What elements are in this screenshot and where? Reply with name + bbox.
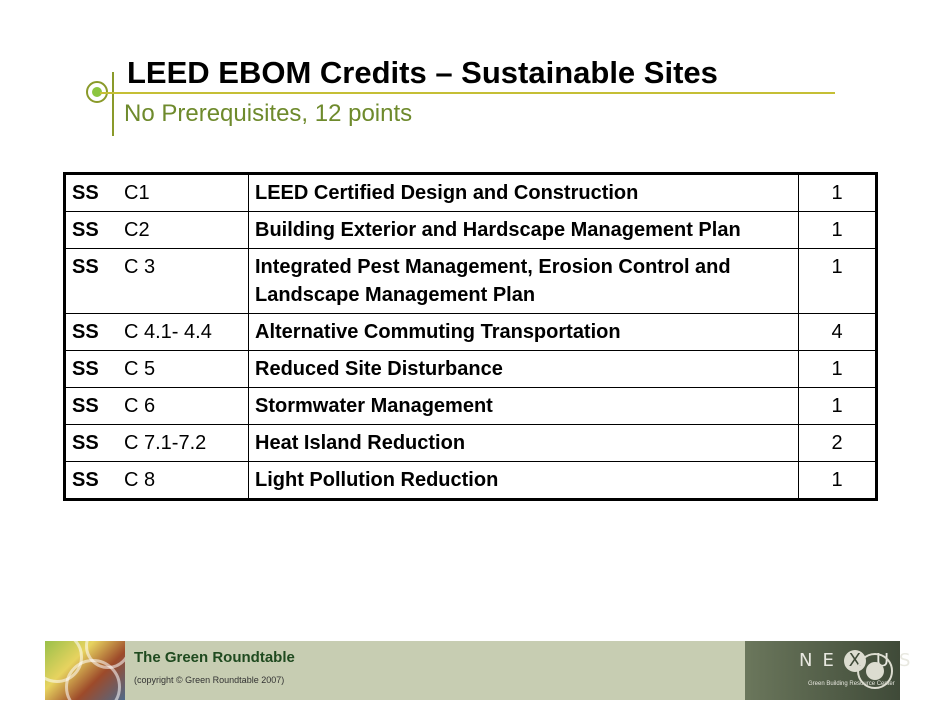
points-cell: 1 — [798, 173, 877, 212]
green-roundtable-logo-art — [45, 641, 125, 700]
usgbc-seal-icon — [857, 653, 893, 689]
table-row: SS C 5 Reduced Site Disturbance 1 — [64, 350, 877, 388]
credit-code-cell: C 3 — [118, 248, 249, 314]
slide-subtitle: No Prerequisites, 12 points — [124, 100, 413, 127]
title-rule — [100, 92, 835, 94]
points-cell: 1 — [798, 211, 877, 249]
credits-table: SS C1 LEED Certified Design and Construc… — [63, 172, 878, 501]
points-cell: 1 — [798, 461, 877, 500]
category-cell: SS — [64, 350, 118, 388]
nexus-letter: N — [799, 650, 823, 671]
ring-shape — [85, 641, 125, 669]
credit-code-cell: C 6 — [118, 387, 249, 425]
credit-code-cell: C 7.1-7.2 — [118, 424, 249, 462]
credit-code-cell: C2 — [118, 211, 249, 249]
table-row: SS C 4.1- 4.4 Alternative Commuting Tran… — [64, 313, 877, 351]
nexus-letter: S — [899, 650, 921, 671]
points-cell: 1 — [798, 387, 877, 425]
credit-name-cell: Light Pollution Reduction — [248, 461, 799, 500]
table-row: SS C 8 Light Pollution Reduction 1 — [64, 461, 877, 500]
credit-code-cell: C 8 — [118, 461, 249, 500]
slide-title: LEED EBOM Credits – Sustainable Sites — [127, 55, 718, 90]
footer-org-name: The Green Roundtable — [134, 649, 295, 666]
footer-copyright: (copyright © Green Roundtable 2007) — [134, 675, 285, 685]
points-cell: 2 — [798, 424, 877, 462]
credit-name-cell: Heat Island Reduction — [248, 424, 799, 462]
category-cell: SS — [64, 211, 118, 249]
category-cell: SS — [64, 173, 118, 212]
nexus-tagline: Green Building Resource Center — [808, 681, 895, 687]
credit-name-cell: Integrated Pest Management, Erosion Cont… — [248, 248, 799, 314]
table-row: SS C2 Building Exterior and Hardscape Ma… — [64, 211, 877, 249]
credit-name-cell: Reduced Site Disturbance — [248, 350, 799, 388]
credit-code-cell: C 4.1- 4.4 — [118, 313, 249, 351]
category-cell: SS — [64, 248, 118, 314]
category-cell: SS — [64, 461, 118, 500]
title-vertical-rule — [112, 72, 114, 136]
points-cell: 1 — [798, 248, 877, 314]
table-row: SS C 6 Stormwater Management 1 — [64, 387, 877, 425]
footer-bar: The Green Roundtable (copyright © Green … — [45, 641, 910, 700]
seal-center — [866, 662, 884, 680]
category-cell: SS — [64, 387, 118, 425]
credit-code-cell: C1 — [118, 173, 249, 212]
category-cell: SS — [64, 424, 118, 462]
table-row: SS C 7.1-7.2 Heat Island Reduction 2 — [64, 424, 877, 462]
points-cell: 1 — [798, 350, 877, 388]
nexus-letter: E — [822, 650, 844, 671]
credit-code-cell: C 5 — [118, 350, 249, 388]
points-cell: 4 — [798, 313, 877, 351]
credit-name-cell: Building Exterior and Hardscape Manageme… — [248, 211, 799, 249]
table-row: SS C1 LEED Certified Design and Construc… — [64, 173, 877, 212]
credit-name-cell: LEED Certified Design and Construction — [248, 173, 799, 212]
category-cell: SS — [64, 313, 118, 351]
credit-name-cell: Alternative Commuting Transportation — [248, 313, 799, 351]
credit-name-cell: Stormwater Management — [248, 387, 799, 425]
bullet-dot — [92, 87, 102, 97]
table-row: SS C 3 Integrated Pest Management, Erosi… — [64, 248, 877, 314]
